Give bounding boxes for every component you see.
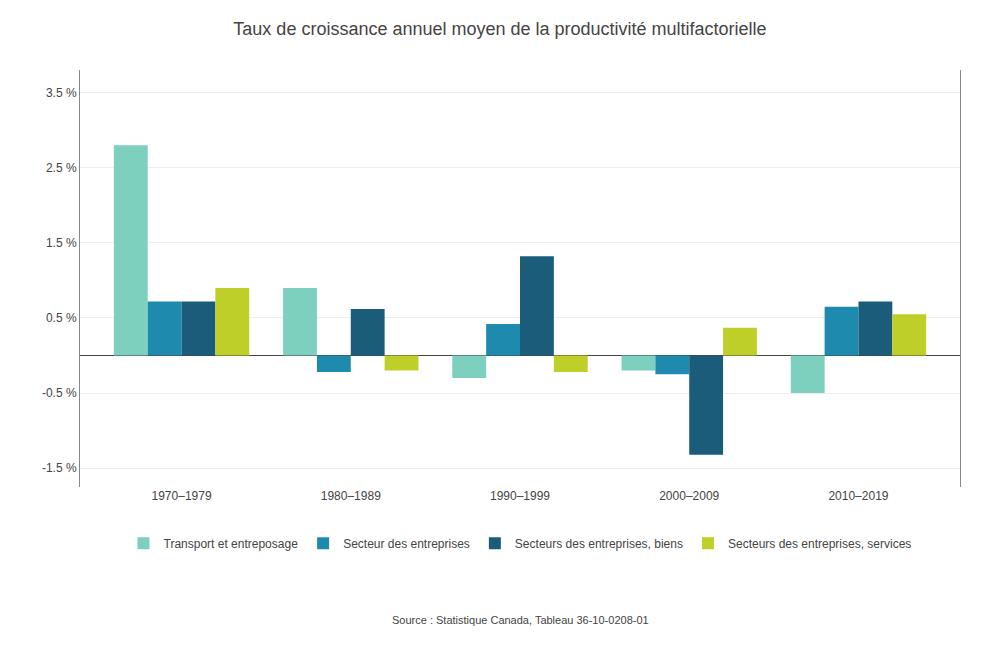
svg-text:2.5 %: 2.5 % [46, 161, 77, 175]
svg-text:1.5 %: 1.5 % [46, 236, 77, 250]
svg-text:1980–1989: 1980–1989 [321, 489, 381, 503]
svg-text:Secteur des entreprises: Secteur des entreprises [343, 537, 470, 551]
svg-text:-0.5 %: -0.5 % [42, 386, 77, 400]
svg-text:Secteurs des entreprises, bien: Secteurs des entreprises, biens [515, 537, 683, 551]
svg-text:1990–1999: 1990–1999 [490, 489, 550, 503]
svg-text:Taux de croissance annuel moye: Taux de croissance annuel moyen de la pr… [233, 19, 766, 39]
svg-text:Secteurs des entreprises, serv: Secteurs des entreprises, services [728, 537, 911, 551]
svg-text:Source : Statistique Canada, T: Source : Statistique Canada, Tableau 36-… [392, 614, 649, 626]
svg-text:3.5 %: 3.5 % [46, 86, 77, 100]
svg-text:-1.5 %: -1.5 % [42, 461, 77, 475]
svg-text:2000–2009: 2000–2009 [659, 489, 719, 503]
svg-text:Transport et entreposage: Transport et entreposage [164, 537, 299, 551]
svg-text:2010–2019: 2010–2019 [828, 489, 888, 503]
svg-text:1970–1979: 1970–1979 [152, 489, 212, 503]
svg-text:0.5 %: 0.5 % [46, 311, 77, 325]
